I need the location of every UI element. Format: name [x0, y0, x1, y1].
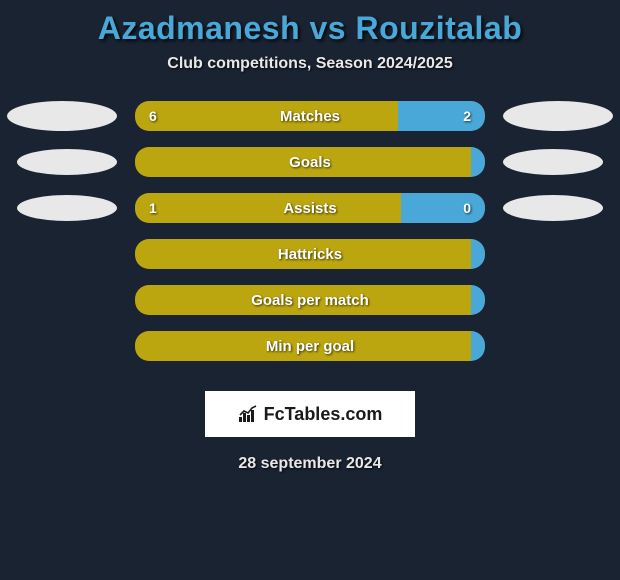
player-right-marker [503, 101, 613, 131]
stat-bar: Goals [135, 147, 485, 177]
player-right-marker [503, 149, 603, 175]
chart-icon [238, 405, 260, 423]
stat-bar: Hattricks [135, 239, 485, 269]
stat-row: 62Matches [7, 101, 613, 131]
page-title: Azadmanesh vs Rouzitalab [98, 10, 523, 47]
stat-value-left: 1 [135, 193, 401, 223]
stat-value-right [471, 239, 485, 269]
logo-box: FcTables.com [205, 391, 415, 437]
stat-value-left: 6 [135, 101, 398, 131]
logo-text: FcTables.com [264, 404, 383, 425]
stat-value-right: 0 [401, 193, 485, 223]
footer-date: 28 september 2024 [238, 455, 381, 473]
stat-value-right: 2 [398, 101, 486, 131]
stat-value-right [471, 285, 485, 315]
stat-bar: Goals per match [135, 285, 485, 315]
stat-bar: Min per goal [135, 331, 485, 361]
stat-value-left [135, 147, 471, 177]
stat-value-left [135, 239, 471, 269]
stat-value-left [135, 331, 471, 361]
stat-row: Hattricks [7, 239, 613, 269]
player-left-marker [7, 101, 117, 131]
player-right-marker [503, 195, 603, 221]
logo: FcTables.com [238, 404, 383, 425]
player-left-marker [17, 195, 117, 221]
stat-rows-container: 62Matches Goals 10Assists Hattricks Goals pe… [7, 101, 613, 377]
stat-row: Min per goal [7, 331, 613, 361]
subtitle: Club competitions, Season 2024/2025 [167, 55, 452, 73]
stat-bar: 62Matches [135, 101, 485, 131]
stat-row: Goals per match [7, 285, 613, 315]
player-left-marker [17, 149, 117, 175]
stat-value-right [471, 147, 485, 177]
stat-row: Goals [7, 147, 613, 177]
stat-value-left [135, 285, 471, 315]
stat-value-right [471, 331, 485, 361]
stat-bar: 10Assists [135, 193, 485, 223]
stat-row: 10Assists [7, 193, 613, 223]
comparison-infographic: Azadmanesh vs Rouzitalab Club competitio… [0, 0, 620, 580]
